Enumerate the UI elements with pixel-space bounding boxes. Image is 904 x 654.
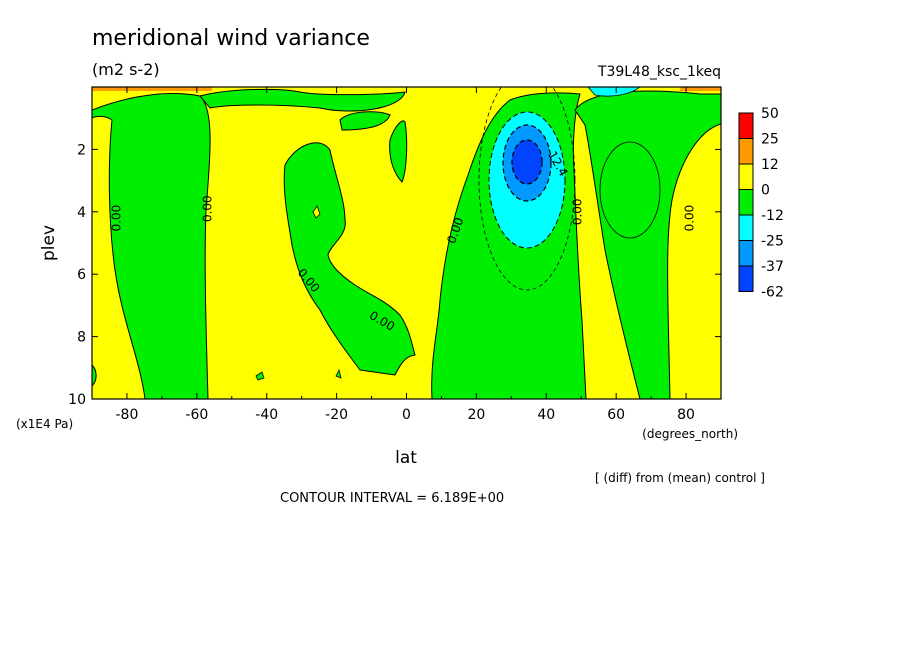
x-tick-label: 20 <box>467 407 485 423</box>
colorbar-swatch <box>738 138 754 165</box>
colorbar-swatch <box>738 265 754 292</box>
colorbar-label: 0 <box>761 183 770 199</box>
y-tick-label: 6 <box>77 267 86 283</box>
contour-label: 0.00 <box>571 198 585 225</box>
negative-band-east <box>574 90 721 399</box>
contour-deep-blue <box>511 139 543 185</box>
y-tick-label: 4 <box>77 205 86 221</box>
colorbar: 50 25 12 0 -12 -25 -37 -62 <box>738 106 784 301</box>
x-tick-label: -20 <box>325 407 348 423</box>
colorbar-label: 12 <box>761 157 779 173</box>
footer-note: [ (diff) from (mean) control ] <box>595 471 765 485</box>
y-axis-label: plev <box>39 225 59 261</box>
colorbar-label: 50 <box>761 106 779 122</box>
contour-label: 0.00 <box>200 195 214 222</box>
x-tick-label: -60 <box>185 407 208 423</box>
patch-small-2 <box>335 368 342 379</box>
x-tick-label: 80 <box>677 407 695 423</box>
negative-tongue-midlat <box>283 142 416 376</box>
chart-units: (m2 s-2) <box>92 60 160 79</box>
x-tick-label: 60 <box>607 407 625 423</box>
colorbar-label: -12 <box>761 208 784 224</box>
contour-label: 0.00 <box>683 205 697 232</box>
contour-label: 0.00 <box>109 205 123 232</box>
colorbar-label: -62 <box>761 285 784 301</box>
y-axis-units: (x1E4 Pa) <box>16 417 73 431</box>
negative-patch-a <box>339 111 391 131</box>
positive-top-strip-west <box>92 87 212 91</box>
contour-interval: CONTOUR INTERVAL = 6.189E+00 <box>280 491 504 506</box>
y-tick-label: 10 <box>68 392 86 408</box>
colorbar-swatch <box>738 189 754 216</box>
x-tick-label: -80 <box>116 407 139 423</box>
colorbar-label: -25 <box>761 234 784 250</box>
y-tick-label: 2 <box>77 142 86 158</box>
colorbar-swatch <box>738 112 754 139</box>
colorbar-label: 25 <box>761 132 779 148</box>
colorbar-swatch <box>738 163 754 190</box>
case-name: T39L48_ksc_1keq <box>597 64 721 80</box>
y-tick-label: 8 <box>77 330 86 346</box>
x-axis-units: (degrees_north) <box>642 427 738 441</box>
x-axis: -80 -60 -40 -20 0 20 40 60 80 <box>91 87 722 423</box>
contour-dashed-outer <box>478 87 576 291</box>
positive-top-strip-east <box>680 87 721 91</box>
negative-patch-b <box>389 120 408 183</box>
patch-small-3 <box>312 205 321 219</box>
contour-positive-east <box>599 141 661 239</box>
negative-band-top <box>199 88 406 112</box>
x-tick-label: -40 <box>255 407 278 423</box>
x-axis-label: lat <box>395 448 417 468</box>
colorbar-swatch <box>738 214 754 241</box>
plot-area <box>92 87 721 399</box>
x-tick-label: 40 <box>537 407 555 423</box>
chart-title: meridional wind variance <box>92 26 370 51</box>
y-axis: 2 4 6 8 10 <box>68 142 721 408</box>
colorbar-swatch <box>738 240 754 267</box>
colorbar-label: -37 <box>761 259 784 275</box>
x-tick-label: 0 <box>402 407 411 423</box>
patch-small-1 <box>255 371 265 381</box>
